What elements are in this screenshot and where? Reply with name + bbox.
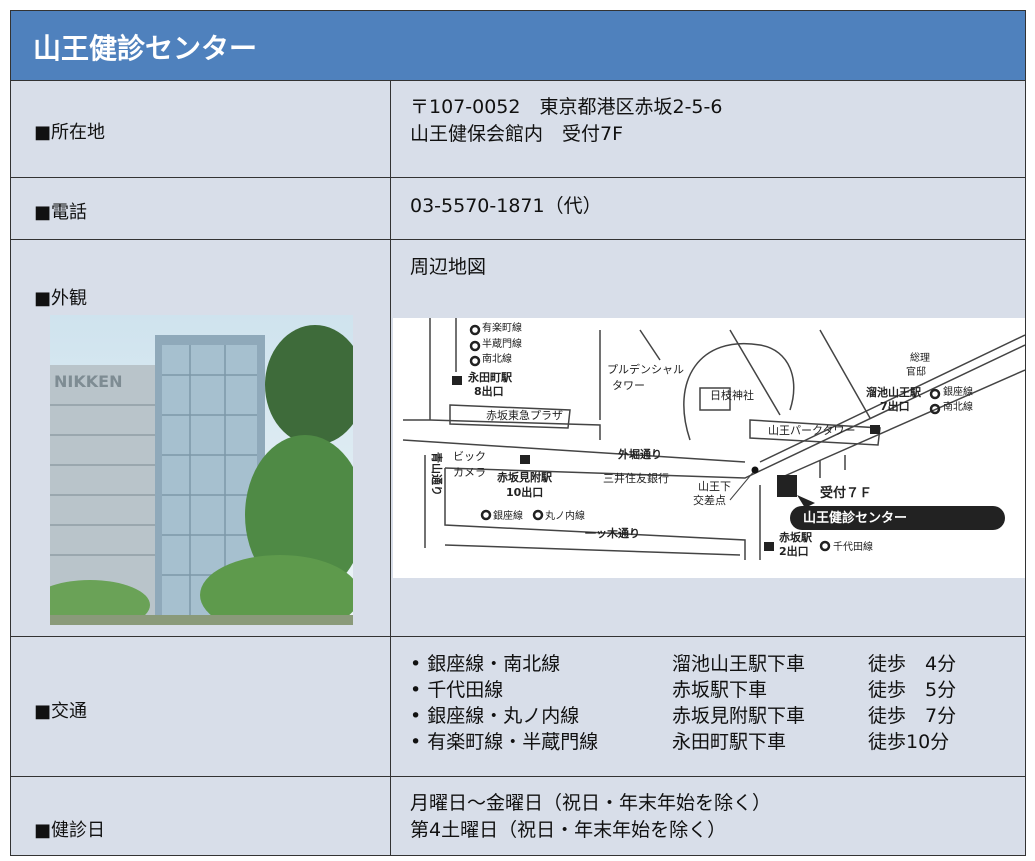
map-label: 銀座線 xyxy=(943,385,973,398)
map-label: プルデンシャル xyxy=(607,362,684,376)
row-label: ■外観 xyxy=(34,288,88,309)
map-label: タワー xyxy=(612,379,645,392)
map-label: 山王健診センター xyxy=(803,510,907,526)
map-label: 山王パークタワー xyxy=(768,424,856,437)
route-text: 徒歩 7分 xyxy=(868,705,957,727)
cell xyxy=(390,80,1026,178)
map-label: 受付７Ｆ xyxy=(820,485,872,501)
cell xyxy=(390,636,1026,777)
map-label: 青山通り xyxy=(430,452,444,496)
text: 月曜日～金曜日（祝日・年末年始を除く） xyxy=(410,792,772,814)
map-label: 8出口 xyxy=(474,384,504,398)
map-label: 一ッ木通り xyxy=(585,526,640,540)
area-map: 有楽町線半蔵門線南北線永田町駅8出口プルデンシャルタワー日枝神社総理官邸溜池山王… xyxy=(393,318,1025,578)
cell xyxy=(390,177,1026,240)
row-label: ■所在地 xyxy=(34,122,106,143)
map-label: 南北線 xyxy=(482,352,512,365)
cell xyxy=(10,776,391,856)
route-text: 永田町駅下車 xyxy=(672,731,787,753)
cell xyxy=(10,80,391,178)
text: 周辺地図 xyxy=(410,256,487,278)
route-text: 徒歩 4分 xyxy=(868,653,957,675)
route-text: • 銀座線・南北線 xyxy=(410,653,561,675)
map-label: ビック xyxy=(453,450,486,463)
map-label: 銀座線 xyxy=(493,509,523,522)
map-label: 有楽町線 xyxy=(482,321,522,334)
text: 第4土曜日（祝日・年末年始を除く） xyxy=(410,819,727,841)
route-text: • 有楽町線・半蔵門線 xyxy=(410,731,599,753)
title: 山王健診センター xyxy=(33,32,258,65)
text: 山王健保会館内 受付7F xyxy=(410,123,624,145)
map-label: 外堀通り xyxy=(617,447,662,461)
map-label: 総理 xyxy=(910,351,930,364)
row-label: ■交通 xyxy=(34,701,88,722)
text: 03-5570-1871（代） xyxy=(410,195,602,217)
route-text: 溜池山王駅下車 xyxy=(672,653,806,675)
route-text: 赤坂駅下車 xyxy=(672,679,768,701)
map-label: 溜池山王駅 xyxy=(866,385,921,399)
map-label: 赤坂見附駅 xyxy=(497,470,552,484)
route-text: 赤坂見附駅下車 xyxy=(672,705,806,727)
map-label: カメラ xyxy=(453,466,486,479)
map-label: 赤坂駅 xyxy=(779,530,812,544)
map-label: 南北線 xyxy=(943,400,973,413)
route-text: • 千代田線 xyxy=(410,679,504,701)
row-label: ■健診日 xyxy=(34,820,106,841)
map-label: 官邸 xyxy=(906,365,926,378)
building-photo: NIKKEN xyxy=(50,315,353,625)
text: 〒107-0052 東京都港区赤坂2-5-6 xyxy=(410,96,723,118)
row-label: ■電話 xyxy=(34,202,88,223)
map-label: 丸ノ内線 xyxy=(545,509,585,522)
map-label: 山王下 xyxy=(698,480,731,493)
route-text: • 銀座線・丸ノ内線 xyxy=(410,705,580,727)
map-label: 赤坂東急プラザ xyxy=(486,408,563,422)
map-label: 千代田線 xyxy=(833,540,873,553)
route-text: 徒歩 5分 xyxy=(868,679,957,701)
map-label: 交差点 xyxy=(693,493,726,507)
cell xyxy=(390,776,1026,856)
cell xyxy=(10,636,391,777)
header: 山王健診センター xyxy=(10,10,1026,81)
map-label: 三井住友銀行 xyxy=(603,471,669,485)
map-label: 永田町駅 xyxy=(467,370,512,384)
map-label: 2出口 xyxy=(779,544,809,558)
route-text: 徒歩10分 xyxy=(868,731,950,753)
map-label: 7出口 xyxy=(880,399,910,413)
photo-sign: NIKKEN xyxy=(54,372,122,391)
map-label: 10出口 xyxy=(506,485,543,499)
map-label: 半蔵門線 xyxy=(482,337,522,350)
map-label: 日枝神社 xyxy=(710,388,754,402)
